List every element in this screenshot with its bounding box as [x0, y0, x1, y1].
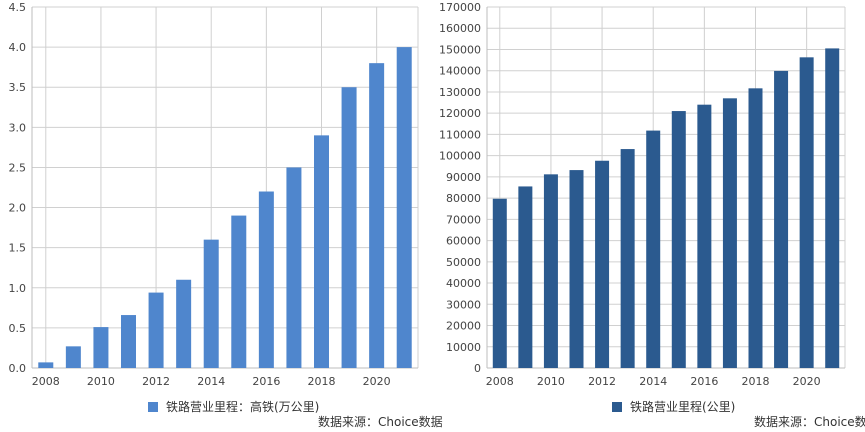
bar — [518, 186, 533, 368]
x-tick-label: 2012 — [588, 375, 616, 388]
bar — [286, 167, 302, 368]
y-tick-label: 140000 — [439, 65, 481, 78]
data-source-note: 数据来源：Choice数据 — [318, 415, 443, 429]
high-speed-rail-chart: 0.0 0.5 1.0 1.5 2.0 2.5 3.0 3.5 4.0 4.5 2008 2010 20… — [9, 1, 419, 388]
railway-mileage-chart-panel: 0 10000 20000 30000 40000 50000 60000 70000 8000… — [432, 0, 865, 432]
legend-swatch — [148, 401, 158, 412]
bar — [671, 111, 686, 368]
y-tick-label: 4.0 — [9, 41, 27, 54]
y-tick-label: 0 — [474, 362, 481, 375]
bar — [231, 215, 247, 368]
y-tick-label: 90000 — [446, 171, 481, 184]
bar — [203, 239, 219, 368]
legend-label: 铁路营业里程：高铁(万公里) — [166, 400, 320, 414]
y-tick-label: 120000 — [439, 107, 481, 120]
bar — [148, 292, 164, 368]
y-tick-label: 0.0 — [9, 362, 27, 375]
y-tick-label: 50000 — [446, 256, 481, 269]
y-tick-label: 30000 — [446, 298, 481, 311]
x-tick-label: 2016 — [252, 375, 280, 388]
high-speed-rail-chart-panel: 0.0 0.5 1.0 1.5 2.0 2.5 3.0 3.5 4.0 4.5 2008 2010 20… — [0, 0, 443, 432]
y-tick-label: 60000 — [446, 235, 481, 248]
bar — [799, 57, 814, 369]
chart-legend: 铁路营业里程(公里) — [612, 398, 735, 415]
y-tick-label: 10000 — [446, 341, 481, 354]
x-tick-label: 2018 — [742, 375, 770, 388]
x-tick-label: 2014 — [197, 375, 225, 388]
bar — [38, 362, 54, 368]
bar — [722, 98, 737, 368]
y-tick-label: 110000 — [439, 128, 481, 141]
data-source-note: 数据来源：Choice数据 — [754, 415, 865, 429]
x-tick-label: 2008 — [32, 375, 60, 388]
x-tick-label: 2018 — [308, 375, 336, 388]
y-tick-label: 100000 — [439, 150, 481, 163]
bar — [774, 70, 789, 368]
bar — [569, 170, 584, 368]
y-tick-label: 80000 — [446, 192, 481, 205]
bar — [697, 104, 712, 369]
y-tick-label: 3.5 — [9, 81, 27, 94]
bar — [825, 48, 840, 369]
railway-mileage-chart: 0 10000 20000 30000 40000 50000 60000 70000 8000… — [439, 1, 846, 388]
chart-legend: 铁路营业里程：高铁(万公里) — [148, 398, 319, 415]
legend-label: 铁路营业里程(公里) — [630, 400, 736, 414]
bar — [620, 149, 635, 368]
y-tick-label: 150000 — [439, 43, 481, 56]
y-tick-label: 1.5 — [9, 242, 27, 255]
y-tick-label: 70000 — [446, 213, 481, 226]
y-tick-label: 1.0 — [9, 282, 27, 295]
y-tick-label: 170000 — [439, 1, 481, 14]
x-tick-label: 2020 — [793, 375, 821, 388]
y-tick-label: 2.5 — [9, 161, 27, 174]
bar — [341, 87, 357, 368]
bar — [492, 198, 507, 368]
x-tick-label: 2010 — [87, 375, 115, 388]
bar — [314, 135, 329, 368]
y-tick-label: 0.5 — [9, 322, 27, 335]
bar — [646, 130, 661, 368]
x-tick-label: 2012 — [142, 375, 170, 388]
bar — [595, 160, 610, 368]
y-tick-label: 2.0 — [9, 202, 27, 215]
bar — [369, 63, 385, 369]
legend-swatch — [612, 401, 622, 412]
bar — [396, 47, 412, 368]
bar — [258, 191, 274, 368]
bar — [748, 88, 763, 368]
bar — [121, 315, 136, 368]
y-tick-label: 130000 — [439, 86, 481, 99]
bar — [543, 174, 558, 368]
x-tick-label: 2020 — [363, 375, 391, 388]
bar — [93, 327, 109, 368]
x-tick-label: 2008 — [486, 375, 514, 388]
bar — [65, 346, 81, 368]
y-tick-label: 160000 — [439, 22, 481, 35]
y-tick-label: 20000 — [446, 320, 481, 333]
y-tick-label: 3.0 — [9, 121, 27, 134]
x-tick-label: 2016 — [690, 375, 718, 388]
x-tick-label: 2010 — [537, 375, 565, 388]
bar — [176, 279, 192, 368]
x-tick-label: 2014 — [639, 375, 667, 388]
y-tick-label: 4.5 — [9, 1, 27, 14]
y-tick-label: 40000 — [446, 277, 481, 290]
